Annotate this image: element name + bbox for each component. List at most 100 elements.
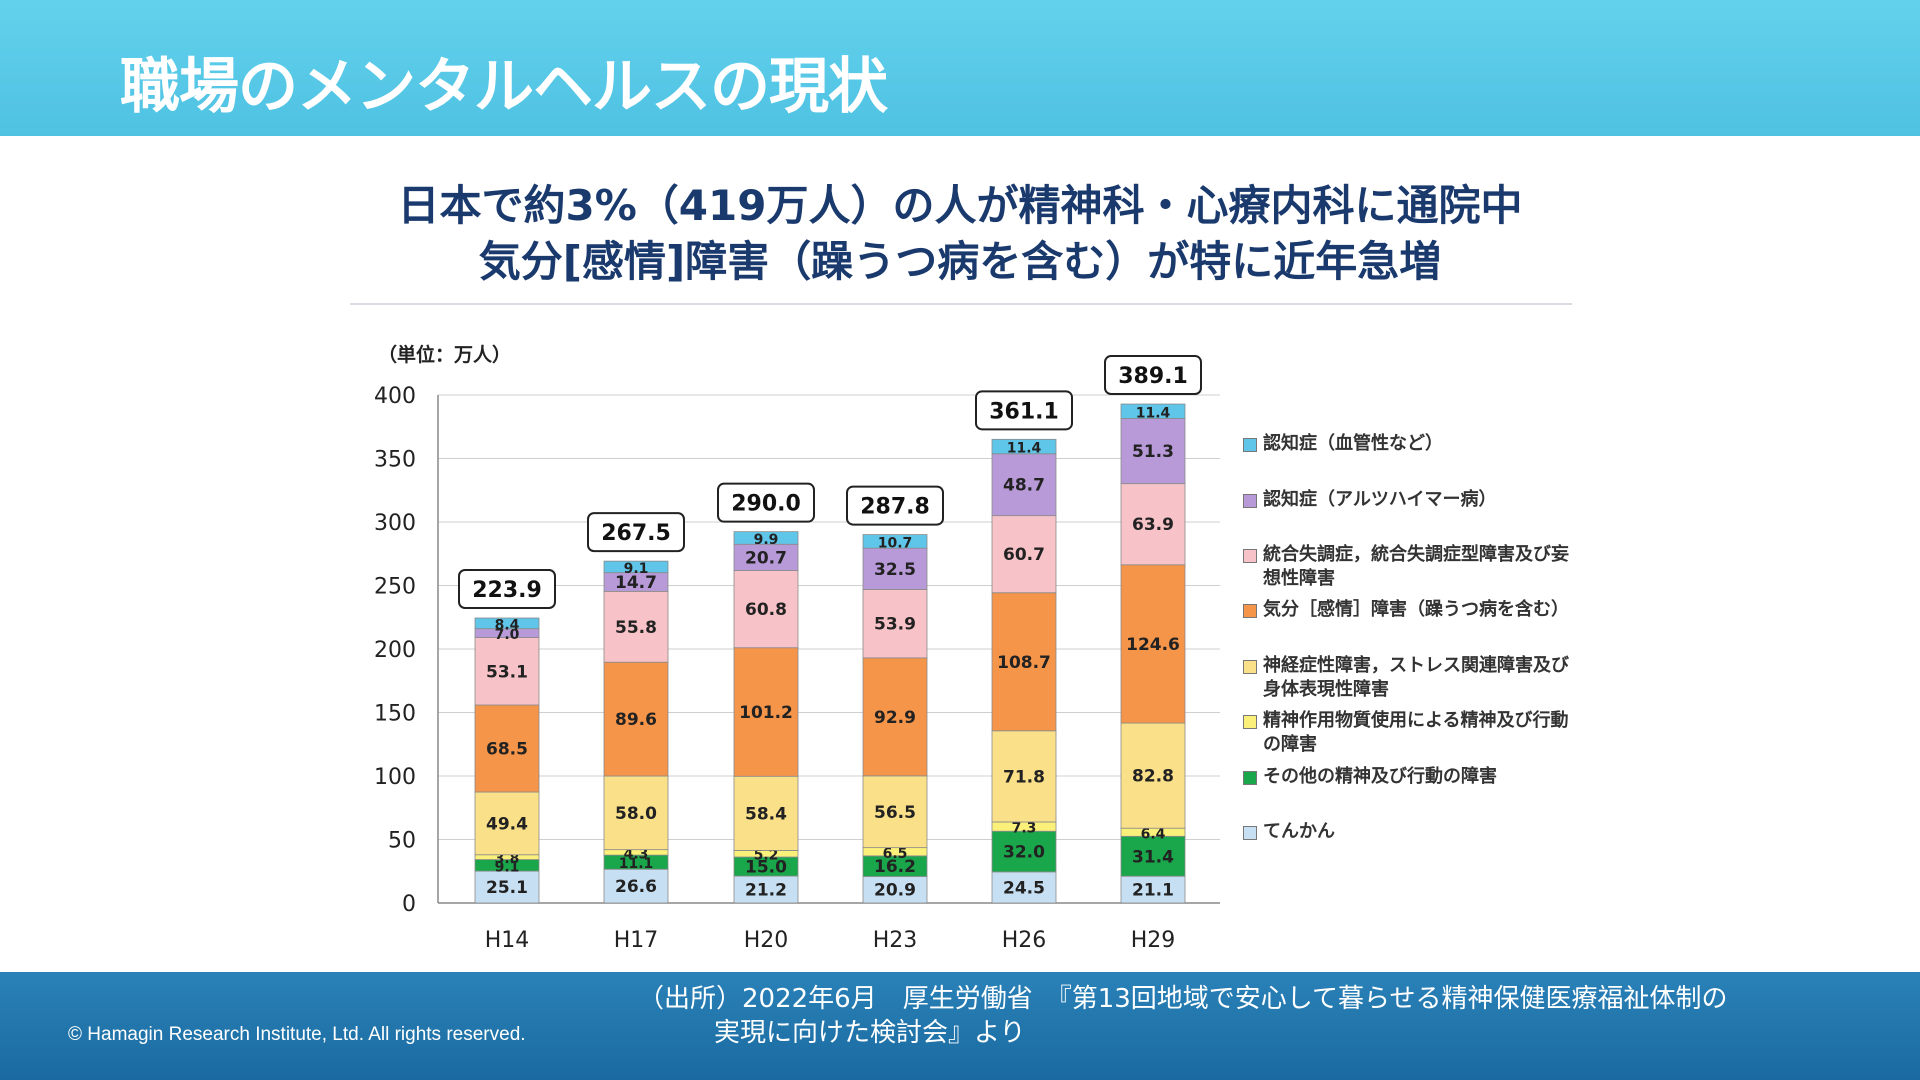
data-label: 4.3 — [624, 846, 649, 862]
total-callout-box — [846, 485, 944, 526]
bar-segment — [474, 617, 540, 630]
legend-swatch — [1243, 438, 1257, 452]
bar-segment — [991, 592, 1057, 732]
data-label: 21.1 — [1132, 881, 1174, 901]
data-label: 71.8 — [1003, 767, 1045, 787]
y-tick-label: 350 — [374, 448, 416, 473]
x-tick-label: H29 — [1131, 928, 1176, 953]
legend-swatch — [1243, 494, 1257, 508]
bar-segment — [474, 704, 540, 793]
bar-segment — [474, 637, 540, 706]
total-label: 361.1 — [989, 399, 1059, 424]
data-label: 11.4 — [1007, 441, 1042, 457]
bar-segment — [474, 870, 540, 904]
y-tick-label: 300 — [374, 511, 416, 536]
bar-segment — [991, 515, 1057, 594]
bar-segment — [603, 590, 669, 663]
legend-label: 精神作用物質使用による精神及び行動の障害 — [1263, 710, 1569, 755]
legend-label: 気分［感情］障害（躁うつ病を含む） — [1263, 599, 1569, 620]
bar-segment — [733, 875, 799, 904]
data-label: 9.9 — [754, 532, 779, 548]
data-label: 58.0 — [615, 804, 657, 824]
legend-swatch — [1243, 771, 1257, 785]
y-tick-label: 200 — [374, 638, 416, 663]
data-label: 32.5 — [874, 560, 916, 580]
bar-segment — [603, 868, 669, 904]
data-label: 48.7 — [1003, 476, 1045, 496]
data-label: 49.4 — [486, 814, 528, 834]
bar-segment — [733, 531, 799, 545]
bar-segment — [1120, 722, 1186, 829]
x-tick-label: H23 — [873, 928, 918, 953]
data-label: 55.8 — [615, 618, 657, 638]
bar-segment — [862, 876, 928, 904]
bar-segment — [1120, 564, 1186, 724]
bar-segment — [733, 775, 799, 851]
total-label: 267.5 — [601, 521, 671, 546]
header-band — [0, 0, 1920, 136]
data-label: 10.7 — [878, 535, 913, 551]
footer-band — [0, 972, 1920, 1080]
data-label: 60.8 — [745, 600, 787, 620]
bar-segment — [1120, 875, 1186, 904]
x-tick-label: H20 — [744, 928, 789, 953]
data-label: 63.9 — [1132, 515, 1174, 535]
data-label: 56.5 — [874, 803, 916, 823]
data-label: 11.4 — [1136, 405, 1171, 421]
bar-segment — [603, 775, 669, 851]
total-label: 287.8 — [860, 495, 930, 520]
total-callout-box — [458, 569, 556, 610]
data-label: 124.6 — [1126, 635, 1180, 655]
total-callout-box — [1104, 355, 1202, 396]
bar-segment — [733, 647, 799, 777]
data-label: 92.9 — [874, 708, 916, 728]
data-label: 6.4 — [1141, 826, 1166, 842]
data-label: 24.5 — [1003, 878, 1045, 898]
total-label: 389.1 — [1118, 364, 1188, 389]
bar-segment — [991, 871, 1057, 904]
bar-segment — [603, 560, 669, 574]
bar-segment — [733, 570, 799, 649]
data-label: 32.0 — [1003, 843, 1045, 863]
bar-segment — [603, 661, 669, 777]
bar-segment — [1120, 418, 1186, 485]
data-label: 20.9 — [874, 881, 916, 901]
headline-line-1: 日本で約3%（419万人）の人が精神科・心療内科に通院中 — [397, 181, 1523, 230]
legend-label: 統合失調症，統合失調症型障害及び妄想性障害 — [1263, 544, 1569, 589]
legend-label: 認知症（血管性など） — [1263, 433, 1443, 454]
data-label: 14.7 — [615, 573, 657, 593]
legend-label: 認知症（アルツハイマー病） — [1263, 489, 1497, 510]
y-tick-label: 400 — [374, 384, 416, 409]
data-label: 60.7 — [1003, 545, 1045, 565]
bar-segment — [733, 543, 799, 571]
bar-segment — [862, 657, 928, 777]
chart-unit-label: （単位：万人） — [378, 344, 512, 366]
data-label: 16.2 — [874, 857, 916, 877]
legend-label: てんかん — [1263, 821, 1335, 842]
total-callout-box — [975, 390, 1073, 431]
bar-segment — [1120, 403, 1186, 419]
data-label: 3.8 — [495, 851, 520, 867]
data-label: 7.3 — [1012, 821, 1037, 837]
legend-swatch — [1243, 715, 1257, 729]
total-callout-box — [587, 512, 685, 553]
data-label: 6.5 — [883, 846, 908, 862]
data-label: 108.7 — [997, 653, 1051, 673]
bar-segment — [862, 547, 928, 590]
copyright-text: © Hamagin Research Institute, Ltd. All r… — [68, 1024, 526, 1045]
x-tick-label: H17 — [614, 928, 659, 953]
legend-label: その他の精神及び行動の障害 — [1263, 766, 1497, 787]
legend-swatch — [1243, 604, 1257, 618]
data-label: 15.0 — [745, 858, 787, 878]
data-label: 8.4 — [495, 617, 520, 633]
data-label: 51.3 — [1132, 442, 1174, 462]
data-label: 25.1 — [486, 878, 528, 898]
data-label: 68.5 — [486, 740, 528, 760]
bar-segment — [1120, 835, 1186, 877]
data-label: 58.4 — [745, 804, 787, 824]
bar-segment — [991, 438, 1057, 455]
source-line-2: 実現に向けた検討会』より — [714, 1018, 1026, 1048]
bar-segment — [862, 534, 928, 549]
data-label: 5.2 — [754, 848, 779, 864]
bar-segment — [991, 730, 1057, 823]
